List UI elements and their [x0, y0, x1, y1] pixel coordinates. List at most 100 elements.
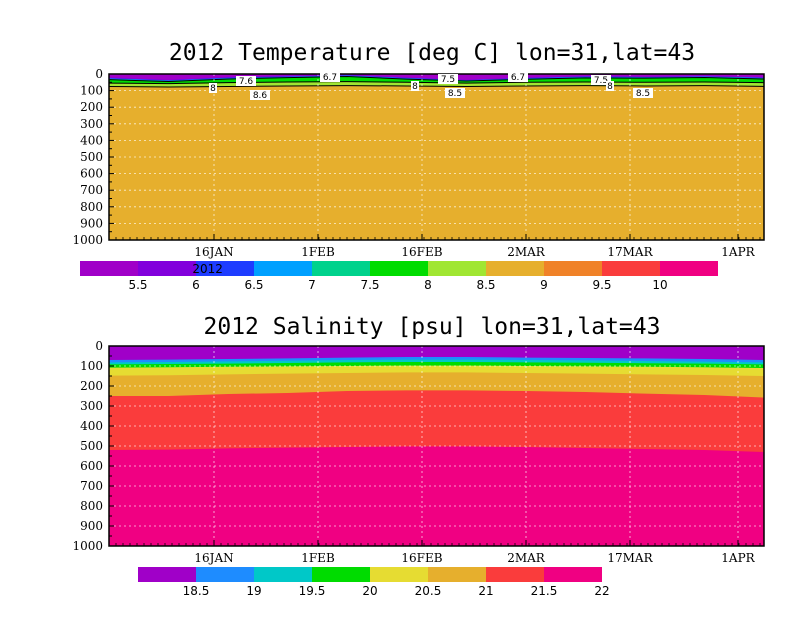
temperature-ytick-label: 600: [80, 167, 103, 181]
temperature-colorbar-swatch: [254, 261, 312, 276]
salinity-chart-title: 2012 Salinity [psu] lon=31,lat=43: [204, 314, 661, 340]
temperature-colorbar-label: 8: [424, 278, 432, 292]
salinity-ytick-label: 500: [80, 439, 103, 453]
temperature-colorbar-label: 9.5: [592, 278, 611, 292]
temperature-contour-label: 7.5: [441, 75, 455, 85]
temperature-colorbar-swatch: [660, 261, 718, 276]
salinity-colorbar-swatch: [544, 567, 602, 582]
salinity-ytick-label: 200: [80, 379, 103, 393]
salinity-xtick-label: 16JAN: [194, 551, 233, 565]
salinity-colorbar-label: 19: [246, 584, 261, 598]
salinity-ytick-label: 900: [80, 519, 103, 533]
temperature-colorbar-swatch: [196, 261, 254, 276]
temperature-contour-label-bg: [606, 81, 614, 91]
salinity-layer-0: [109, 346, 764, 360]
temperature-contour-label: 8.6: [253, 91, 268, 101]
temperature-colorbar-swatch: [486, 261, 544, 276]
salinity-colorbar-swatch: [138, 567, 196, 582]
temperature-ytick-label: 1000: [72, 233, 103, 247]
salinity-ytick-label: 700: [80, 479, 103, 493]
temperature-contour-line: [108, 81, 765, 85]
salinity-ytick-label: 400: [80, 419, 103, 433]
salinity-colorbar-label: 21.5: [531, 584, 558, 598]
temperature-xtick-label: 2MAR: [507, 245, 546, 259]
temperature-ytick-label: 200: [80, 100, 103, 114]
salinity-xtick-label: 16FEB: [401, 551, 442, 565]
temperature-ytick-label: 400: [80, 133, 103, 147]
temperature-contour-label-bg: [445, 88, 465, 98]
salinity-colorbar-swatch: [486, 567, 544, 582]
salinity-xtick-label: 2MAR: [507, 551, 546, 565]
temperature-ytick-label: 700: [80, 183, 103, 197]
temperature-contour-label: 8: [607, 82, 613, 92]
temperature-contour-label: 6.7: [511, 73, 525, 83]
temperature-ytick-label: 800: [80, 200, 103, 214]
salinity-colorbar-label: 22: [594, 584, 609, 598]
temperature-colorbar-swatch: [428, 261, 486, 276]
temperature-contour-line: [108, 85, 765, 88]
temperature-contour-label-bg: [250, 90, 270, 100]
temperature-colorbar-swatch: [138, 261, 196, 276]
temperature-colorbar-label: 7.5: [360, 278, 379, 292]
temperature-contour-label-bg: [438, 74, 458, 84]
salinity-ytick-label: 800: [80, 499, 103, 513]
salinity-colorbar-label: 20.5: [415, 584, 442, 598]
temperature-contour-label-bg: [320, 72, 340, 82]
temperature-contour-label: 7.5: [594, 76, 608, 86]
salinity-colorbar-label: 18.5: [183, 584, 210, 598]
temperature-colorbar-label: 7: [308, 278, 316, 292]
temperature-ytick-label: 100: [80, 84, 103, 98]
salinity-ytick-label: 100: [80, 359, 103, 373]
temperature-contour-label-bg: [209, 83, 217, 93]
temperature-colorbar-label: 10: [652, 278, 667, 292]
temperature-colorbar-swatch: [80, 261, 138, 276]
salinity-ytick-label: 600: [80, 459, 103, 473]
salinity-ytick-label: 1000: [72, 539, 103, 553]
salinity-colorbar-swatch: [254, 567, 312, 582]
temperature-colorbar-swatch: [602, 261, 660, 276]
temperature-contour-label: 8: [412, 82, 418, 92]
temperature-colorbar-label: 8.5: [476, 278, 495, 292]
temperature-xtick-label: 1FEB: [301, 245, 335, 259]
salinity-xtick-label: 1APR: [721, 551, 755, 565]
salinity-ytick-label: 300: [80, 399, 103, 413]
temperature-colorbar-swatch: [370, 261, 428, 276]
salinity-colorbar-swatch: [428, 567, 486, 582]
salinity-xtick-label: 1FEB: [301, 551, 335, 565]
temperature-ytick-label: 300: [80, 117, 103, 131]
temperature-ytick-label: 500: [80, 150, 103, 164]
salinity-ytick-label: 0: [95, 339, 103, 353]
temperature-contour-label: 8.5: [636, 89, 650, 99]
salinity-colorbar-swatch: [196, 567, 254, 582]
temperature-contour-label: 8: [210, 84, 216, 94]
temperature-colorbar-inline-label: 2012: [192, 262, 223, 276]
temperature-xtick-label: 17MAR: [607, 245, 653, 259]
temperature-xtick-label: 16JAN: [194, 245, 233, 259]
temperature-layer-7: [109, 74, 764, 240]
temperature-colorbar-label: 5.5: [128, 278, 147, 292]
temperature-xtick-label: 16FEB: [401, 245, 442, 259]
temperature-colorbar-swatch: [544, 261, 602, 276]
temperature-colorbar-label: 6: [192, 278, 200, 292]
salinity-xtick-label: 17MAR: [607, 551, 653, 565]
salinity-colorbar-label: 19.5: [299, 584, 326, 598]
temperature-colorbar-label: 6.5: [244, 278, 263, 292]
temperature-colorbar-swatch: [312, 261, 370, 276]
temperature-xtick-label: 1APR: [721, 245, 755, 259]
salinity-colorbar-label: 21: [478, 584, 493, 598]
temperature-colorbar-label: 9: [540, 278, 548, 292]
temperature-contour-label-bg: [236, 76, 256, 86]
temperature-ytick-label: 900: [80, 216, 103, 230]
temperature-contour-label-bg: [411, 81, 419, 91]
salinity-colorbar-label: 20: [362, 584, 377, 598]
temperature-chart-title: 2012 Temperature [deg C] lon=31,lat=43: [169, 40, 695, 66]
salinity-colorbar-swatch: [370, 567, 428, 582]
temperature-contour-label-bg: [591, 75, 611, 85]
temperature-contour-label-bg: [508, 72, 528, 82]
temperature-ytick-label: 0: [95, 67, 103, 81]
salinity-colorbar-swatch: [312, 567, 370, 582]
temperature-contour-line: [108, 75, 765, 82]
temperature-contour-label: 8.5: [448, 89, 462, 99]
temperature-contour-label: 7.6: [239, 77, 254, 87]
